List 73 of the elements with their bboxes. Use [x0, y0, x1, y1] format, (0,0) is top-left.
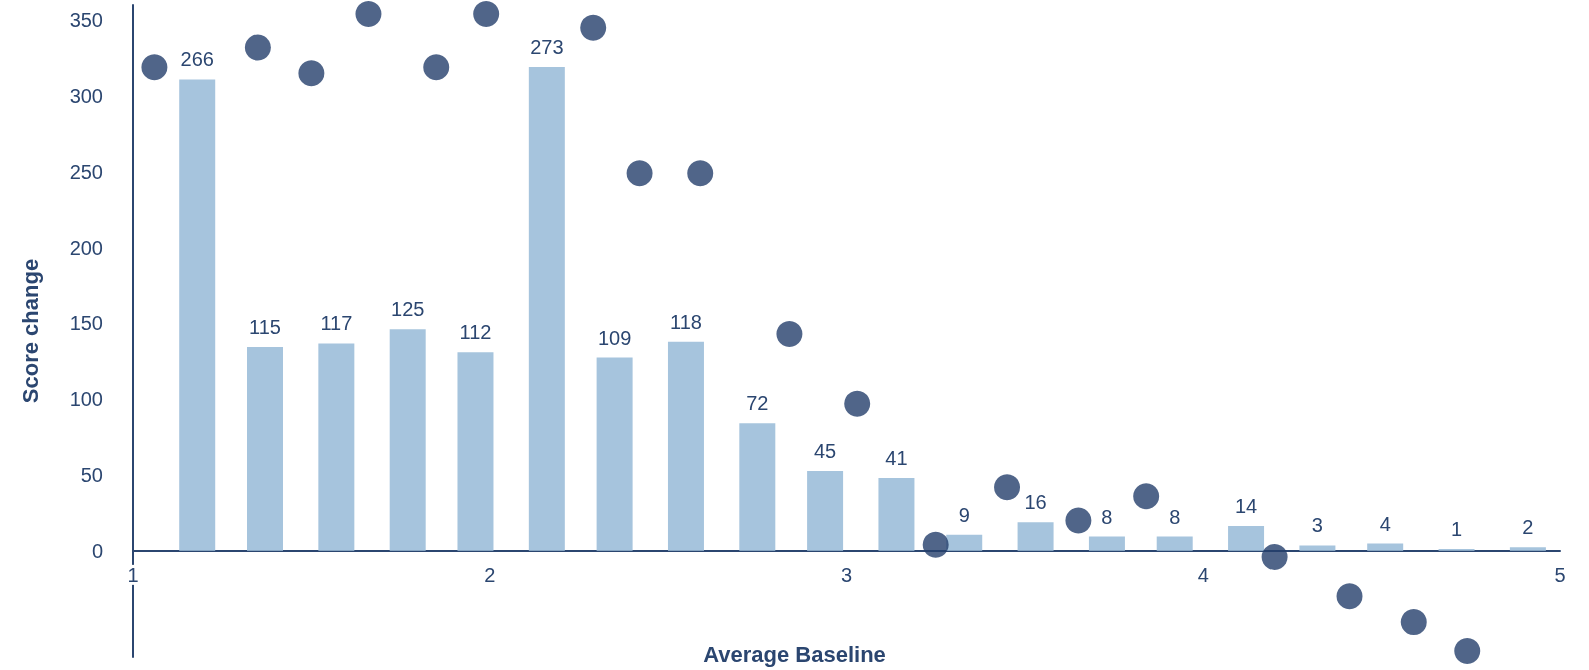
point — [994, 474, 1021, 501]
y-tick-label: 0 — [91, 539, 103, 562]
y-tick-label: 300 — [69, 84, 103, 107]
point — [1336, 583, 1363, 610]
data-label: 8 — [1101, 505, 1113, 528]
point — [922, 531, 949, 558]
y-tick-label: 150 — [69, 312, 103, 335]
point — [626, 160, 653, 187]
point — [298, 60, 325, 87]
point — [244, 34, 271, 61]
bar — [946, 534, 983, 551]
data-label: 8 — [1169, 505, 1181, 528]
data-label: 112 — [459, 321, 492, 344]
bar — [1299, 545, 1336, 551]
point — [776, 321, 803, 348]
y-tick-label: 50 — [80, 464, 103, 487]
bar — [1509, 547, 1546, 551]
bar — [596, 357, 633, 551]
data-label: 118 — [670, 310, 702, 333]
point — [580, 14, 607, 41]
data-label: 72 — [746, 392, 769, 415]
bar — [1017, 522, 1054, 551]
data-label: 9 — [958, 503, 970, 526]
x-axis-title: Average Baseline — [703, 641, 886, 667]
bar — [878, 478, 915, 551]
x-tick-label: 4 — [1197, 563, 1209, 586]
x-tick-label: 5 — [1554, 563, 1566, 586]
data-label: 14 — [1234, 494, 1258, 517]
y-tick-label: 100 — [69, 388, 103, 411]
point — [355, 1, 382, 28]
y-tick-label: 350 — [69, 9, 103, 32]
bar — [1156, 536, 1193, 551]
bar — [1228, 525, 1265, 551]
point — [423, 54, 450, 81]
point — [1261, 543, 1288, 570]
point — [1065, 507, 1092, 534]
bar — [528, 67, 565, 551]
bar — [318, 343, 355, 551]
data-label: 41 — [885, 447, 908, 470]
x-tick-label: 2 — [484, 563, 496, 586]
bar — [179, 79, 216, 551]
point — [687, 160, 714, 187]
point — [141, 54, 168, 81]
point — [1133, 483, 1160, 510]
data-label: 45 — [813, 439, 837, 462]
bar — [1088, 536, 1125, 551]
data-label: 109 — [597, 326, 632, 349]
bar — [247, 346, 283, 551]
point — [473, 1, 500, 28]
data-label: 115 — [249, 315, 281, 338]
bar — [1367, 543, 1404, 551]
data-label: 3 — [1311, 514, 1323, 537]
data-label: 266 — [180, 48, 214, 71]
x-tick-label: 1 — [127, 563, 139, 586]
bar — [667, 341, 704, 551]
data-label: 16 — [1024, 491, 1047, 514]
bar — [457, 352, 494, 551]
data-label: 273 — [530, 36, 564, 59]
y-tick-label: 200 — [69, 236, 103, 259]
y-tick-label: 250 — [69, 160, 103, 183]
data-label: 117 — [320, 312, 353, 335]
bar — [389, 329, 426, 551]
data-label: 125 — [391, 298, 425, 321]
point — [1400, 609, 1427, 636]
point — [1454, 637, 1481, 664]
bar — [739, 423, 776, 551]
data-label: 1 — [1450, 517, 1463, 540]
data-label: 4 — [1379, 512, 1391, 535]
x-tick-label: 3 — [840, 563, 853, 586]
bar — [807, 470, 844, 551]
point — [844, 390, 871, 417]
y-axis-title: Score change — [17, 258, 43, 404]
data-label: 2 — [1522, 516, 1534, 539]
